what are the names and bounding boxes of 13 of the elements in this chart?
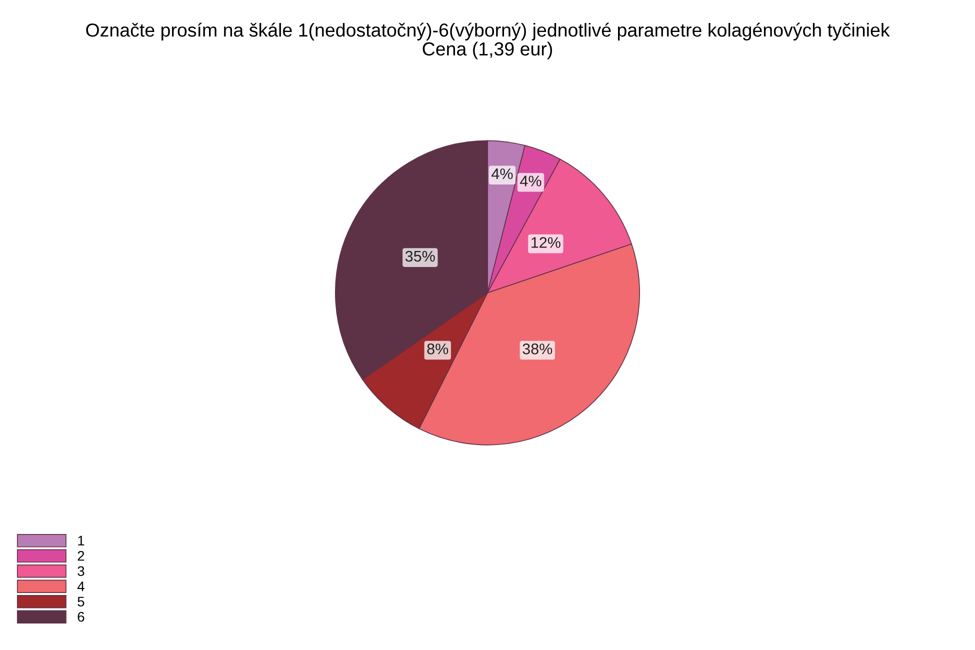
chart-title: Označte prosím na škále 1(nedostatočný)-6(výborný) jednotlivé parametre kolagénových tyčiniek Cena (1,39 eur) [86, 22, 890, 60]
legend-label: 2 [78, 550, 84, 561]
data-label: 4% [492, 168, 513, 180]
data-label: 12% [532, 237, 560, 248]
data-label: 8% [427, 344, 448, 354]
legend-label: 4 [77, 582, 84, 592]
legend-label: 1 [78, 536, 84, 546]
data-label: 38% [522, 344, 552, 354]
legend-label: 6 [78, 612, 84, 622]
legend-label: 3 [78, 566, 84, 576]
data-label: 35% [405, 250, 435, 262]
data-label: 4% [520, 176, 542, 186]
legend-label: 5 [78, 596, 84, 607]
